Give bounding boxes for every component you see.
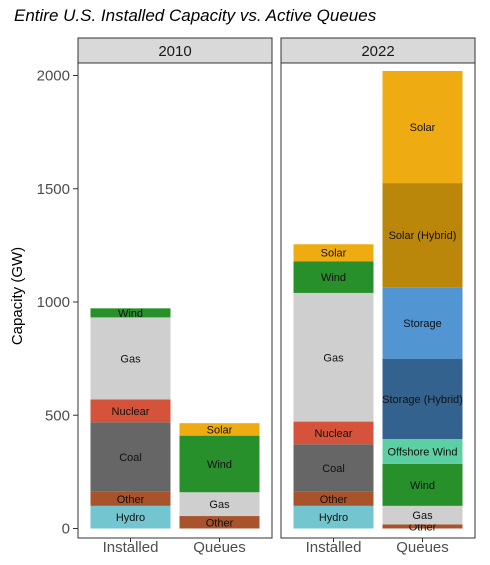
segment-label: Nuclear [112,406,150,418]
bar-segment-queues-storage [382,287,463,359]
bar-segment-queues-solar [382,70,463,184]
bar-segment-queues-solar-hybrid [382,183,463,288]
x-tick-label: Installed [306,539,362,556]
bar-segment-queues-wind [382,463,463,506]
segment-label: Gas [323,352,344,364]
facet-strip-2022 [280,37,476,64]
segment-label: Other [409,521,437,533]
bar-segment-queues-other [382,524,463,529]
segment-label: Storage (Hybrid) [382,394,463,406]
facet-strip-label: 2010 [158,43,191,60]
plot-layer: 0 500 1000 1500 2000 2010 Hydro Other Coal Nuclea… [37,37,476,556]
segment-label: Other [117,494,145,506]
segment-label: Hydro [319,512,348,524]
bar-segment-installed-nuclear [293,421,374,445]
y-tick-label: 0 [62,521,70,538]
segment-label: Solar [207,424,233,436]
bar-segment-installed-hydro [293,505,374,529]
bar-segment-queues-solar [179,423,260,436]
bar-segment-installed-other [293,491,374,506]
y-axis-label: Capacity (GW) [9,247,26,345]
segment-label: Coal [119,452,142,464]
y-tick-label: 500 [45,407,70,424]
bar-segment-installed-wind [90,308,171,318]
bar-segment-installed-wind [293,261,374,293]
bar-segment-installed-solar [293,244,374,262]
bar-segment-installed-gas [293,292,374,422]
segment-label: Gas [209,499,230,511]
chart-title: Entire U.S. Installed Capacity vs. Activ… [14,6,377,25]
bar-segment-queues-wind [179,435,260,493]
segment-label: Wind [207,459,232,471]
segment-label: Other [320,494,348,506]
bar-segment-installed-other [90,491,171,506]
segment-label: Wind [410,480,435,492]
x-tick-label: Installed [103,539,159,556]
y-tick-label: 1500 [37,181,70,198]
segment-label: Gas [120,353,141,365]
bar-segment-installed-hydro [90,505,171,529]
bar-segment-queues-other [179,516,260,529]
segment-label: Other [206,517,234,529]
x-tick-label: Queues [396,539,449,556]
bar-segment-queues-gas [179,492,260,517]
panel-border-2010 [77,62,273,539]
bar-segment-queues-storage-hybrid [382,358,463,440]
bar-segment-queues-gas [382,505,463,525]
bar-segment-installed-coal [90,422,171,492]
y-tick-label: 1000 [37,294,70,311]
bar-segment-installed-nuclear [90,399,171,423]
panel-border-2022 [280,62,476,539]
facet-strip-2010 [77,37,273,64]
segment-label: Coal [322,463,345,475]
segment-label: Solar [410,122,436,134]
segment-label: Hydro [116,512,145,524]
segment-label: Storage [403,318,442,330]
segment-label: Solar [321,248,347,260]
segment-label: Wind [118,308,143,320]
facet-strip-label: 2022 [361,43,394,60]
bar-segment-queues-offshore-wind [382,439,463,464]
bar-segment-installed-gas [90,317,171,400]
segment-label: Gas [412,510,433,522]
segment-label: Nuclear [315,428,353,440]
y-tick-label: 2000 [37,68,70,85]
segment-label: Solar (Hybrid) [389,230,457,242]
segment-label: Offshore Wind [387,446,457,458]
x-tick-label: Queues [193,539,246,556]
segment-label: Wind [321,272,346,284]
bar-segment-installed-coal [293,444,374,492]
